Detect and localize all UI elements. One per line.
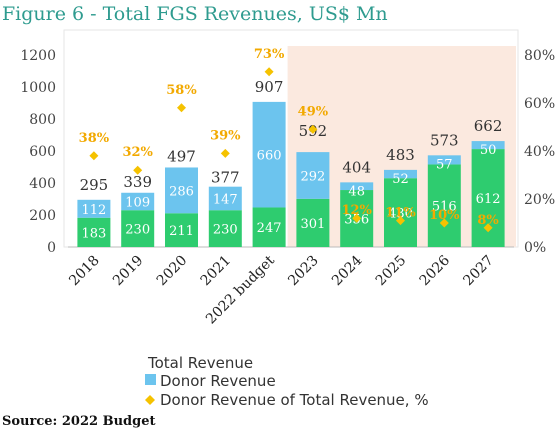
x-tick-label: 2025 [373, 253, 410, 290]
y-right-tick-label: 0% [524, 240, 546, 256]
pct-label: 58% [166, 83, 197, 98]
pct-marker [264, 67, 274, 77]
pct-marker [220, 148, 230, 158]
bar-segment-donor [252, 101, 286, 208]
y-left-tick-label: 400 [29, 176, 56, 192]
bar-segment-base [384, 178, 417, 247]
bar-segment-donor [121, 192, 155, 211]
legend-label-pct: Donor Revenue of Total Revenue, % [160, 391, 429, 409]
pct-label: 10% [429, 208, 460, 223]
y-right-tick-label: 60% [524, 96, 555, 112]
bar-segment-base [208, 210, 242, 247]
total-value-label: 377 [211, 169, 240, 187]
bar-value-label-donor: 48 [348, 184, 365, 199]
pct-label: 12% [341, 203, 372, 218]
total-value-label: 497 [167, 147, 196, 165]
bar-value-label-base: 247 [257, 221, 282, 236]
bar-value-label-donor: 50 [480, 143, 497, 158]
x-tick-label: 2024 [329, 252, 366, 289]
pct-label: 32% [122, 145, 153, 160]
x-tick-label: 2021 [198, 253, 235, 290]
bar-value-label-donor: 109 [125, 195, 150, 210]
bar-segment-base [252, 207, 286, 247]
source-note: Source: 2022 Budget [2, 414, 156, 429]
legend-swatch-donor [145, 374, 156, 385]
total-value-label: 907 [255, 78, 284, 96]
bar-value-label-base: 430 [388, 207, 413, 222]
y-right-tick-label: 80% [524, 48, 555, 64]
x-tick-label: 2019 [110, 253, 147, 290]
chart-title: Figure 6 - Total FGS Revenues, US$ Mn [2, 3, 388, 25]
y-left-tick-label: 600 [29, 144, 56, 160]
bar-segment-donor [296, 152, 330, 199]
pct-label: 73% [254, 47, 285, 62]
bar-value-label-donor: 286 [169, 184, 194, 199]
y-right-tick-label: 20% [524, 192, 555, 208]
x-tick-label: 2026 [417, 252, 454, 289]
pct-label: 39% [210, 128, 241, 143]
bar-value-label-donor: 57 [436, 157, 453, 172]
total-value-label: 573 [430, 131, 459, 149]
bar-segment-donor [384, 169, 417, 179]
pct-marker [133, 165, 143, 175]
bar-value-label-base: 211 [169, 224, 194, 239]
bar-segment-donor [208, 186, 242, 211]
total-value-label: 295 [80, 176, 109, 194]
bar-segment-donor [340, 182, 374, 191]
x-tick-label: 2027 [460, 253, 497, 290]
pct-label: 38% [79, 131, 110, 146]
pct-marker [396, 216, 405, 226]
bar-segment-base [296, 198, 330, 247]
bar-value-label-base: 230 [213, 223, 238, 238]
x-tick-label: 2023 [285, 253, 322, 290]
legend-marker-pct [145, 395, 155, 405]
pct-marker [177, 103, 186, 113]
y-left-tick-label: 1200 [20, 48, 56, 64]
pct-marker [352, 213, 362, 223]
y-right-tick-label: 40% [524, 144, 555, 160]
bar-segment-base [77, 217, 111, 247]
pct-marker [308, 124, 318, 134]
bar-value-label-donor: 112 [81, 203, 106, 218]
x-tick-label: 2018 [66, 253, 103, 290]
bar-value-label-donor: 147 [213, 192, 238, 207]
bar-segment-base [165, 213, 198, 247]
pct-marker [483, 223, 493, 233]
bar-value-label-base: 301 [300, 217, 325, 232]
legend-label-donor: Donor Revenue [160, 372, 276, 390]
pct-label: 11% [385, 206, 416, 221]
bar-value-label-base: 612 [476, 192, 501, 207]
y-left-tick-label: 200 [29, 208, 56, 224]
bar-segment-donor [427, 155, 461, 165]
bar-segment-donor [77, 199, 111, 218]
y-left-tick-label: 0 [47, 240, 56, 256]
bar-segment-base [427, 164, 461, 247]
legend-heading: Total Revenue [147, 354, 253, 372]
bar-value-label-donor: 292 [300, 169, 325, 184]
total-value-label: 662 [474, 117, 503, 135]
pct-marker [439, 218, 449, 228]
bar-value-label-donor: 52 [392, 172, 409, 187]
total-value-label: 339 [123, 173, 152, 191]
bar-value-label-base: 516 [432, 200, 457, 215]
bar-segment-base [121, 210, 155, 247]
bar-segment-donor [165, 167, 198, 214]
y-left-tick-label: 1000 [20, 80, 56, 96]
pct-label: 8% [477, 213, 499, 228]
x-tick-label: 2020 [154, 253, 191, 290]
y-left-tick-label: 800 [29, 112, 56, 128]
bar-segment-donor [471, 141, 505, 150]
total-value-label: 404 [342, 158, 371, 176]
bar-value-label-donor: 660 [257, 149, 282, 164]
bar-value-label-base: 183 [81, 226, 106, 241]
total-value-label: 483 [386, 146, 415, 164]
pct-marker [89, 151, 99, 161]
pct-label: 49% [298, 104, 329, 119]
bar-value-label-base: 230 [125, 223, 150, 238]
